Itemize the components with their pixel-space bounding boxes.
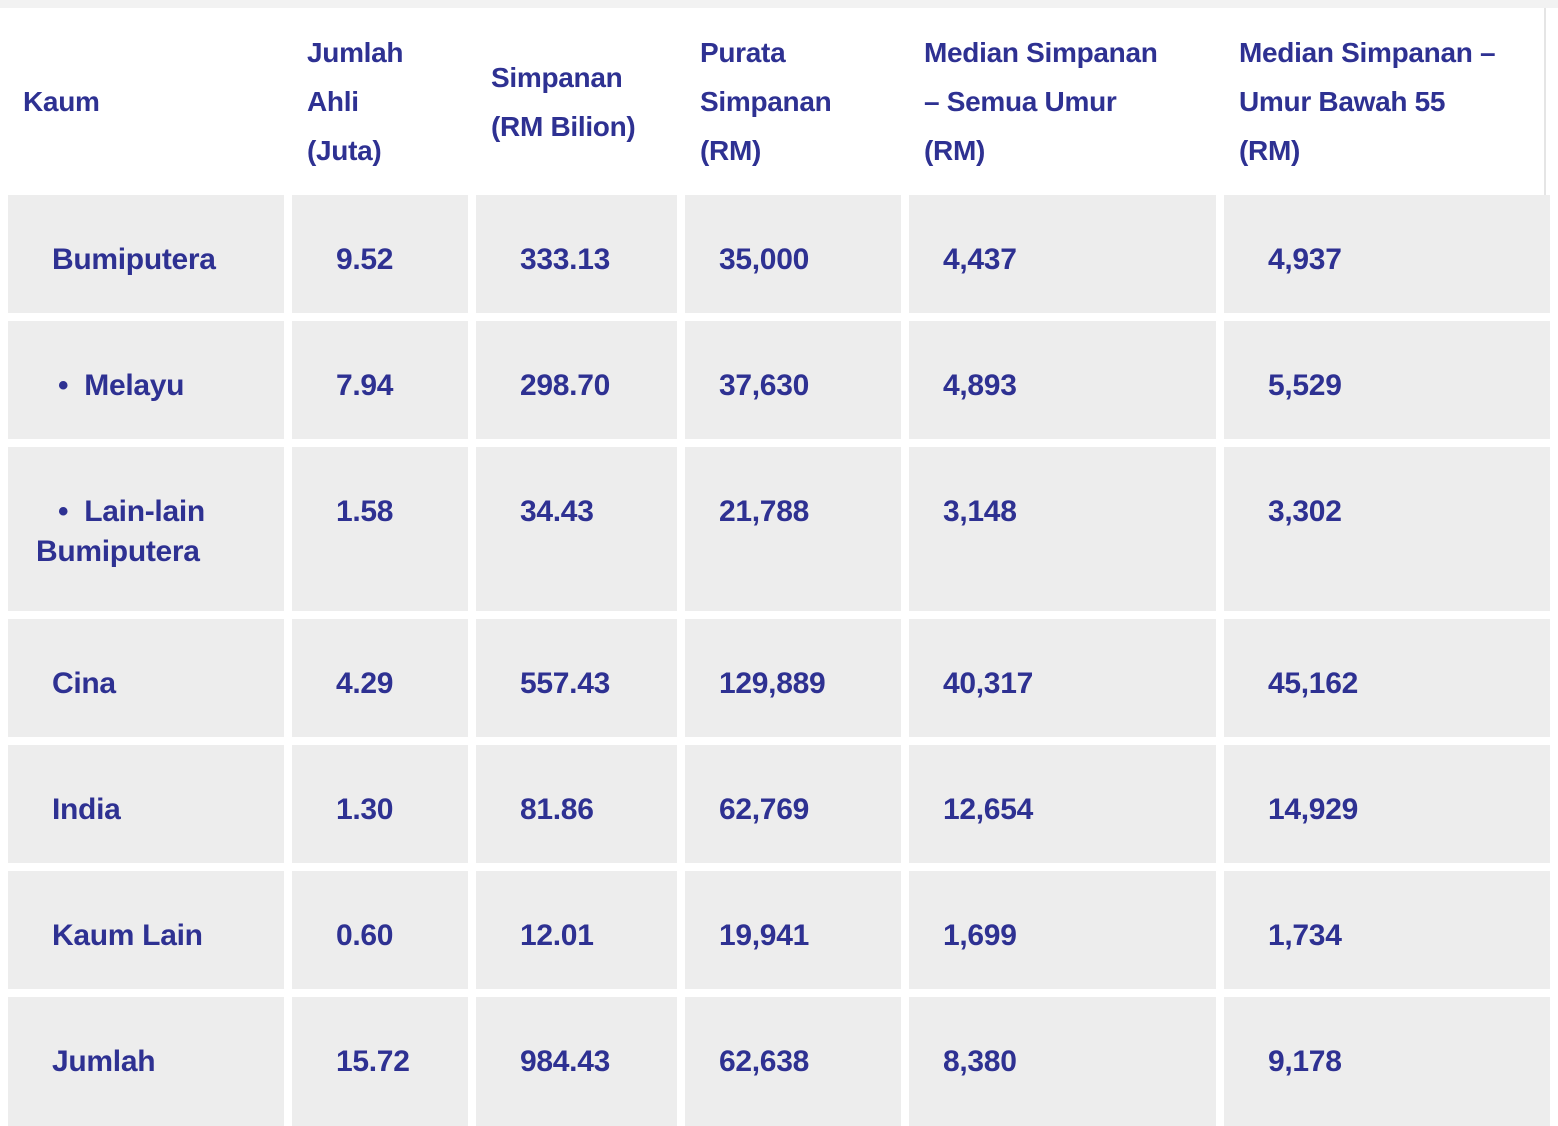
row-label-cell: Kaum Lain <box>8 871 284 989</box>
column-header-purata-simpanan: Purata Simpanan (RM) <box>700 37 832 166</box>
row-label-cell: Cina <box>8 619 284 737</box>
column-header-kaum: Kaum <box>23 86 100 117</box>
row-label-cell: Jumlah <box>8 997 284 1126</box>
top-divider <box>0 0 1558 8</box>
row-label-cell: Bumiputera <box>8 195 284 313</box>
value-cell: 3,302 <box>1224 447 1550 611</box>
row-label-cell: • Melayu <box>8 321 284 439</box>
value-cell: 984.43 <box>476 997 677 1126</box>
value-cell: 7.94 <box>292 321 468 439</box>
value-cell: 35,000 <box>685 195 901 313</box>
value-cell: 557.43 <box>476 619 677 737</box>
value-cell: 8,380 <box>909 997 1216 1126</box>
value-cell: 40,317 <box>909 619 1216 737</box>
value-cell: 4.29 <box>292 619 468 737</box>
value-cell: 1,699 <box>909 871 1216 989</box>
value-cell: 37,630 <box>685 321 901 439</box>
column-header-median-bawah-55: Median Simpanan – Umur Bawah 55 (RM) <box>1239 37 1496 166</box>
value-cell: 12,654 <box>909 745 1216 863</box>
value-cell: 9.52 <box>292 195 468 313</box>
value-cell: 3,148 <box>909 447 1216 611</box>
column-header-jumlah-ahli: Jumlah Ahli (Juta) <box>307 37 404 166</box>
value-cell: 333.13 <box>476 195 677 313</box>
value-cell: 12.01 <box>476 871 677 989</box>
value-cell: 1,734 <box>1224 871 1550 989</box>
value-cell: 45,162 <box>1224 619 1550 737</box>
value-cell: 1.30 <box>292 745 468 863</box>
value-cell: 298.70 <box>476 321 677 439</box>
value-cell: 21,788 <box>685 447 901 611</box>
value-cell: 14,929 <box>1224 745 1550 863</box>
value-cell: 129,889 <box>685 619 901 737</box>
value-cell: 0.60 <box>292 871 468 989</box>
value-cell: 4,937 <box>1224 195 1550 313</box>
row-label-cell: India <box>8 745 284 863</box>
column-header-median-semua-umur: Median Simpanan – Semua Umur (RM) <box>924 37 1158 166</box>
value-cell: 15.72 <box>292 997 468 1126</box>
value-cell: 81.86 <box>476 745 677 863</box>
row-label-cell: • Lain-lain Bumiputera <box>8 447 284 611</box>
table-header-row: Kaum Jumlah Ahli (Juta) Simpanan (RM Bil… <box>0 8 1558 195</box>
header-right-border <box>1544 8 1546 195</box>
value-cell: 5,529 <box>1224 321 1550 439</box>
value-cell: 34.43 <box>476 447 677 611</box>
value-cell: 4,437 <box>909 195 1216 313</box>
table-body: Bumiputera 9.52 333.13 35,000 4,437 4,937 • Me… <box>0 195 1558 1126</box>
value-cell: 1.58 <box>292 447 468 611</box>
value-cell: 9,178 <box>1224 997 1550 1126</box>
value-cell: 19,941 <box>685 871 901 989</box>
column-header-simpanan: Simpanan (RM Bilion) <box>491 61 636 142</box>
value-cell: 62,769 <box>685 745 901 863</box>
value-cell: 4,893 <box>909 321 1216 439</box>
value-cell: 62,638 <box>685 997 901 1126</box>
